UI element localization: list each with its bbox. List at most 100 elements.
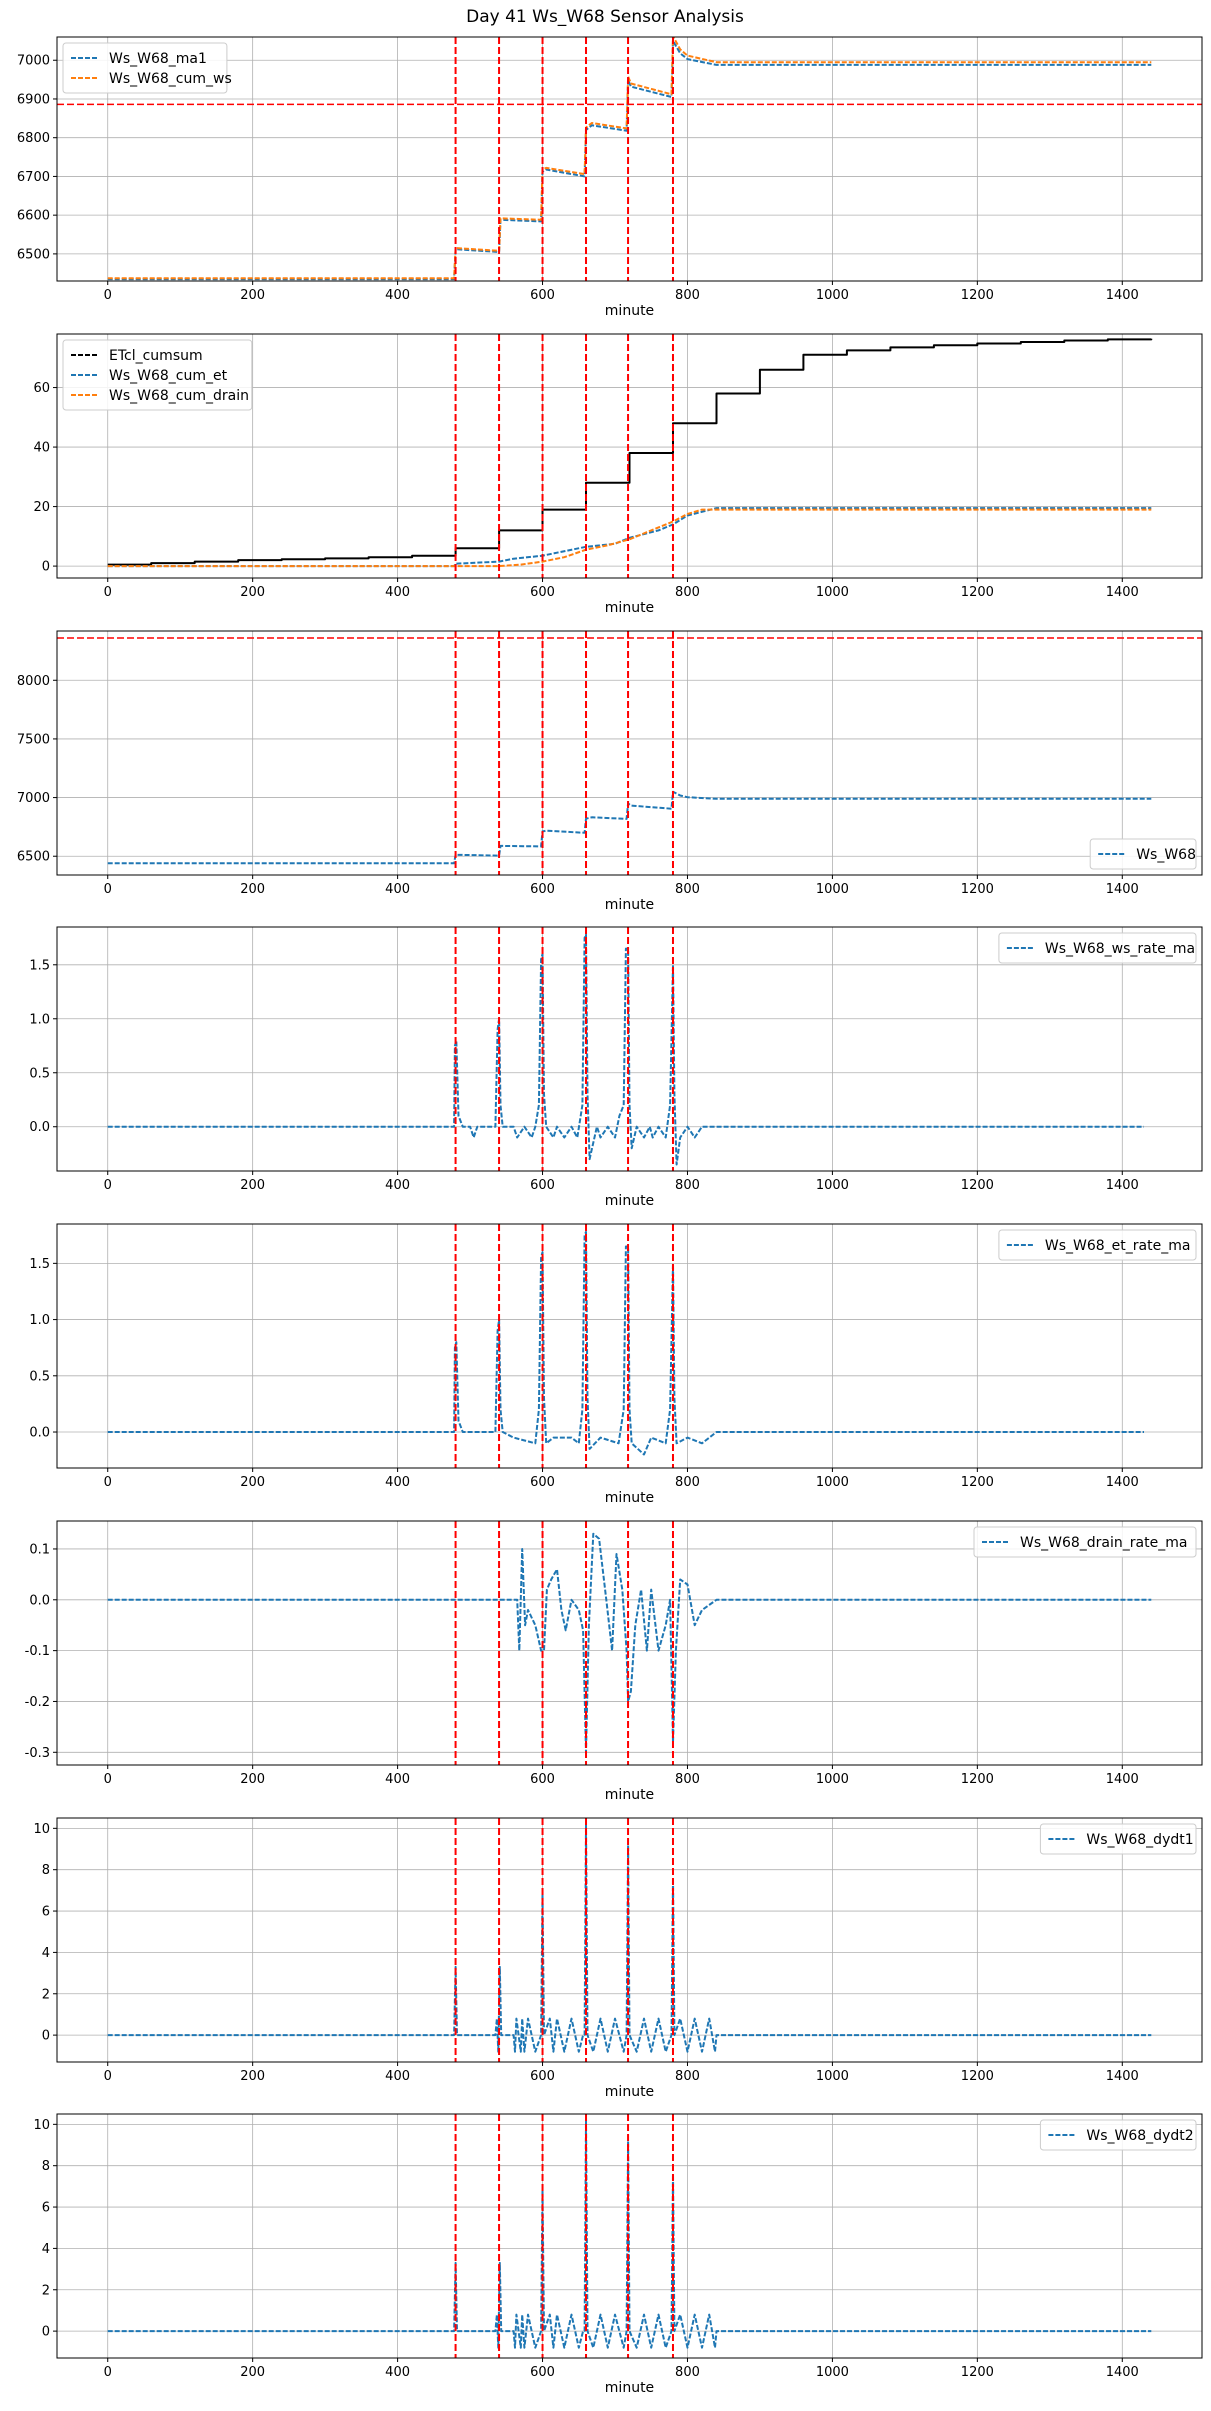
legend-entry: Ws_W68_cum_et bbox=[109, 368, 228, 384]
x-tick-label: 800 bbox=[675, 585, 700, 600]
series-line-Ws_W68_cum_drain bbox=[107, 508, 1152, 568]
y-tick-label: 1.5 bbox=[29, 1257, 50, 1272]
y-tick-label: 0.1 bbox=[29, 1542, 50, 1557]
x-tick-label: 600 bbox=[530, 882, 555, 897]
y-tick-label: 6500 bbox=[17, 850, 50, 865]
y-tick-label: 4 bbox=[42, 2242, 50, 2257]
plot-area bbox=[107, 334, 1153, 578]
x-tick-label: 200 bbox=[240, 1178, 265, 1193]
axes-frame bbox=[56, 630, 1203, 876]
x-axis-label: minute bbox=[605, 1787, 654, 1803]
series-line-Ws_W68_drain_rate_ma bbox=[107, 1532, 1152, 1754]
legend-box bbox=[1089, 838, 1197, 870]
x-tick-label: 600 bbox=[530, 2365, 555, 2380]
x-tick-label: 1200 bbox=[961, 288, 994, 303]
legend-box bbox=[62, 42, 228, 94]
x-tick-label: 1000 bbox=[816, 1475, 849, 1490]
legend-box bbox=[1039, 2119, 1197, 2151]
legend-box bbox=[973, 1526, 1197, 1558]
y-tick-label: 6600 bbox=[17, 209, 50, 224]
x-tick-label: 1400 bbox=[1106, 585, 1139, 600]
x-tick-label: 1200 bbox=[961, 2069, 994, 2084]
y-tick-label: 2 bbox=[42, 1987, 50, 2002]
x-tick-label: 1400 bbox=[1106, 1475, 1139, 1490]
series-line-Ws_W68_ws_rate_ma bbox=[107, 933, 1144, 1166]
x-tick-label: 1000 bbox=[816, 2365, 849, 2380]
y-tick-label: 1.0 bbox=[29, 1012, 50, 1027]
legend-box bbox=[62, 339, 253, 411]
x-axis-label: minute bbox=[605, 897, 654, 913]
x-tick-label: 400 bbox=[385, 2069, 410, 2084]
legend: Ws_W68_et_rate_ma bbox=[998, 1229, 1197, 1261]
x-tick-label: 1000 bbox=[816, 585, 849, 600]
x-tick-label: 1000 bbox=[816, 2069, 849, 2084]
y-tick-label: 6700 bbox=[17, 170, 50, 185]
legend-entry: Ws_W68_et_rate_ma bbox=[1045, 1238, 1191, 1254]
y-tick-label: -0.3 bbox=[25, 1746, 50, 1761]
y-tick-label: 8000 bbox=[17, 674, 50, 689]
x-tick-label: 1400 bbox=[1106, 882, 1139, 897]
y-tick-label: 8 bbox=[42, 2159, 50, 2174]
chart-panel-4: 0 200 400 600 800 1000 1200 1400 0.0 0.5 1.0 1.5 min… bbox=[29, 926, 1203, 1209]
x-tick-label: 800 bbox=[675, 1178, 700, 1193]
x-tick-label: 1400 bbox=[1106, 1772, 1139, 1787]
x-tick-label: 0 bbox=[104, 2365, 112, 2380]
legend-entry: Ws_W68_drain_rate_ma bbox=[1020, 1535, 1187, 1551]
legend-box bbox=[998, 1229, 1197, 1261]
x-tick-label: 800 bbox=[675, 2365, 700, 2380]
y-tick-label: 6 bbox=[42, 1905, 50, 1920]
plot-area bbox=[107, 1521, 1152, 1765]
plot-area bbox=[57, 631, 1202, 875]
x-tick-label: 1200 bbox=[961, 2365, 994, 2380]
plot-area bbox=[107, 2114, 1152, 2358]
y-tick-label: 0.5 bbox=[29, 1369, 50, 1384]
legend: Ws_W68_dydt2 bbox=[1039, 2119, 1197, 2151]
x-tick-label: 1200 bbox=[961, 1178, 994, 1193]
y-tick-label: 40 bbox=[33, 441, 50, 456]
legend: Ws_W68_ws_rate_ma bbox=[998, 932, 1197, 964]
legend: ETcl_cumsum Ws_W68_cum_et Ws_W68_cum_drain bbox=[62, 339, 253, 411]
plot-area bbox=[107, 1224, 1144, 1468]
x-tick-label: 1000 bbox=[816, 882, 849, 897]
y-tick-label: 2 bbox=[42, 2283, 50, 2298]
x-tick-label: 400 bbox=[385, 1475, 410, 1490]
x-tick-label: 0 bbox=[104, 1178, 112, 1193]
x-tick-label: 400 bbox=[385, 288, 410, 303]
x-tick-label: 1200 bbox=[961, 1475, 994, 1490]
legend-entry: ETcl_cumsum bbox=[109, 348, 203, 364]
x-tick-label: 1000 bbox=[816, 1178, 849, 1193]
y-tick-label: 0 bbox=[42, 2325, 50, 2340]
x-tick-label: 600 bbox=[530, 1475, 555, 1490]
y-tick-label: 4 bbox=[42, 1946, 50, 1961]
x-axis-label: minute bbox=[605, 303, 654, 319]
plot-area bbox=[107, 1818, 1152, 2062]
x-tick-label: 400 bbox=[385, 585, 410, 600]
x-tick-label: 600 bbox=[530, 2069, 555, 2084]
chart-panel-5: 0 200 400 600 800 1000 1200 1400 0.0 0.5 1.0 1.5 min… bbox=[29, 1223, 1203, 1506]
x-tick-label: 0 bbox=[104, 288, 112, 303]
x-tick-label: 200 bbox=[240, 288, 265, 303]
y-tick-label: 1.0 bbox=[29, 1313, 50, 1328]
x-tick-label: 400 bbox=[385, 882, 410, 897]
legend: Ws_W68_ma1 Ws_W68_cum_ws bbox=[62, 42, 232, 94]
figure-title: Day 41 Ws_W68 Sensor Analysis bbox=[466, 7, 744, 27]
x-axis-label: minute bbox=[605, 1490, 654, 1506]
series-line-ETcl_cumsum bbox=[107, 338, 1153, 566]
x-tick-label: 400 bbox=[385, 1178, 410, 1193]
series-line-Ws_W68_et_rate_ma bbox=[107, 1230, 1144, 1456]
legend-entry: Ws_W68_cum_ws bbox=[109, 71, 232, 87]
axes-frame bbox=[56, 1817, 1203, 2063]
y-tick-label: -0.1 bbox=[25, 1644, 50, 1659]
legend-entry: Ws_W68 bbox=[1136, 847, 1196, 863]
y-tick-label: 6500 bbox=[17, 247, 50, 262]
x-tick-label: 600 bbox=[530, 1772, 555, 1787]
x-tick-label: 1200 bbox=[961, 585, 994, 600]
legend-box bbox=[1039, 1823, 1197, 1855]
y-tick-label: 6800 bbox=[17, 131, 50, 146]
x-tick-label: 800 bbox=[675, 288, 700, 303]
x-tick-label: 400 bbox=[385, 1772, 410, 1787]
plot-area bbox=[57, 37, 1202, 281]
axes-frame bbox=[56, 1520, 1203, 1766]
x-tick-label: 400 bbox=[385, 2365, 410, 2380]
chart-panel-2: 0 200 400 600 800 1000 1200 1400 0 20 40 60 minute ET… bbox=[33, 333, 1203, 616]
